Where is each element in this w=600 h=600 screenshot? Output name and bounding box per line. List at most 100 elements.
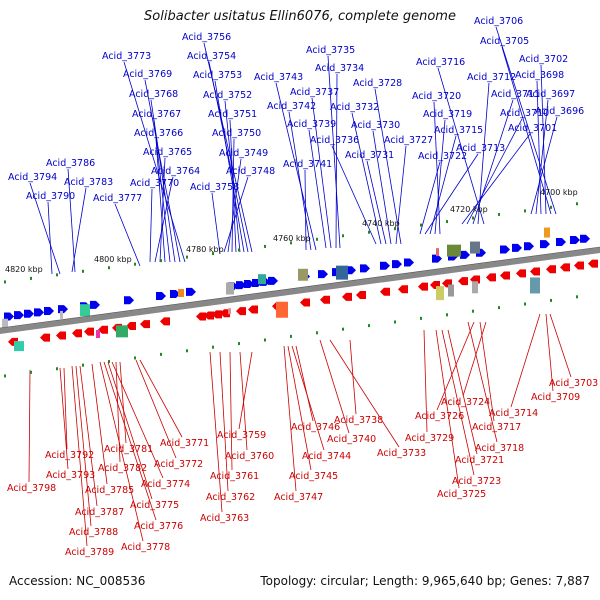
leader-line-top (311, 97, 332, 249)
gene-label-top: Acid_3720 (412, 91, 461, 102)
leader-line-top (335, 73, 338, 249)
gene-label-bottom: Acid_3740 (327, 434, 376, 445)
gene-label-bottom: Acid_3763 (200, 513, 249, 524)
leader-line-bottom (283, 345, 297, 492)
leader-line-top (29, 182, 61, 275)
feature-block (448, 284, 454, 297)
ruler-tick (108, 266, 110, 270)
leader-line-top (288, 111, 312, 251)
forward-gene-arrow (432, 254, 442, 263)
gene-label-bottom: Acid_3738 (334, 415, 383, 426)
gene-label-top: Acid_3764 (151, 166, 200, 177)
leader-line-top (536, 80, 542, 215)
ruler-tick (524, 302, 526, 306)
gene-label-top: Acid_3794 (8, 172, 57, 183)
leader-line-bottom (91, 363, 108, 485)
kbp-label: 4740 kbp (362, 219, 400, 228)
ruler-tick (238, 342, 240, 346)
ruler-tick (446, 313, 448, 317)
leader-line-bottom (111, 361, 164, 479)
ruler-tick (160, 259, 162, 263)
gene-label-bottom: Acid_3775 (130, 500, 179, 511)
feature-block (80, 304, 90, 317)
feature-block (14, 341, 24, 352)
leader-line-top (530, 116, 558, 215)
gene-label-bottom: Acid_3781 (104, 444, 153, 455)
forward-gene-arrow (380, 261, 390, 270)
feature-block (298, 268, 308, 281)
reverse-gene-arrow (356, 290, 366, 299)
leader-line-bottom (287, 345, 312, 471)
leader-line-bottom (209, 351, 223, 513)
gene-label-top: Acid_3777 (93, 193, 142, 204)
leader-line-top (366, 160, 387, 245)
gene-label-top: Acid_3742 (267, 101, 316, 112)
leader-line-top (211, 192, 221, 255)
forward-gene-arrow (570, 236, 580, 245)
leader-line-top (331, 145, 377, 245)
forward-gene-arrow (318, 270, 328, 279)
forward-gene-arrow (34, 308, 44, 317)
gene-label-top: Acid_3741 (283, 159, 332, 170)
gene-label-bottom: Acid_3744 (302, 451, 351, 462)
gene-label-top: Acid_3722 (418, 151, 467, 162)
gene-label-top: Acid_3767 (132, 109, 181, 120)
ruler-tick (212, 252, 214, 256)
gene-label-bottom: Acid_3761 (210, 471, 259, 482)
genome-backbone (0, 246, 600, 334)
ruler-tick (4, 374, 6, 378)
ruler-tick (264, 338, 266, 342)
gene-labels: Acid_3706Acid_3705Acid_3702Acid_3698Acid… (7, 16, 598, 558)
gene-label-top: Acid_3736 (310, 135, 359, 146)
gene-label-bottom: Acid_3726 (415, 411, 464, 422)
feature-block (276, 301, 288, 318)
gene-label-top: Acid_3730 (351, 120, 400, 131)
reverse-gene-arrow (98, 325, 108, 334)
leader-line-top (374, 88, 402, 245)
ruler-tick (472, 309, 474, 313)
leader-line-bottom (510, 313, 541, 408)
reverse-gene-arrow (486, 273, 496, 282)
feature-block (258, 274, 266, 285)
forward-gene-arrow (14, 311, 24, 320)
gene-label-top: Acid_3712 (467, 72, 516, 83)
gene-label-top: Acid_3698 (515, 70, 564, 81)
leader-line-bottom (545, 313, 554, 392)
gene-label-top: Acid_3749 (219, 148, 268, 159)
gene-label-top: Acid_3701 (508, 123, 557, 134)
ruler-tick (316, 237, 318, 241)
gene-label-bottom: Acid_3725 (437, 489, 486, 500)
leader-line-bottom (59, 367, 69, 470)
gene-label-bottom: Acid_3793 (46, 470, 95, 481)
reverse-gene-arrow (84, 327, 94, 336)
forward-gene-arrow (460, 250, 470, 259)
gene-label-bottom: Acid_3718 (475, 443, 524, 454)
gene-label-top: Acid_3728 (353, 78, 402, 89)
ruler-tick (576, 295, 578, 299)
ruler-tick (56, 367, 58, 371)
gene-label-bottom: Acid_3709 (531, 392, 580, 403)
gene-label-bottom: Acid_3774 (141, 479, 190, 490)
forward-gene-arrow (346, 266, 356, 275)
reverse-gene-arrow (574, 261, 584, 270)
gene-label-top: Acid_3773 (102, 51, 151, 62)
gene-label-top: Acid_3783 (64, 177, 113, 188)
gene-label-top: Acid_3737 (290, 87, 339, 98)
leader-line-bottom (139, 359, 183, 438)
leader-line-top (501, 46, 552, 215)
leader-line-bottom (423, 329, 428, 433)
leader-line-bottom (291, 345, 325, 451)
reverse-gene-arrow (516, 269, 526, 278)
forward-gene-arrow (44, 307, 54, 316)
ruler-tick (160, 352, 162, 356)
ruler-tick (4, 280, 6, 284)
leader-line-bottom (239, 351, 248, 451)
feature-block (544, 227, 550, 238)
feature-block (2, 318, 8, 329)
ruler-tick (212, 345, 214, 349)
leader-line-top (429, 135, 457, 235)
leader-line-bottom (63, 367, 68, 450)
leader-line-top (149, 188, 153, 263)
leader-line-top (434, 119, 446, 235)
kbp-label: 4800 kbp (94, 255, 132, 264)
